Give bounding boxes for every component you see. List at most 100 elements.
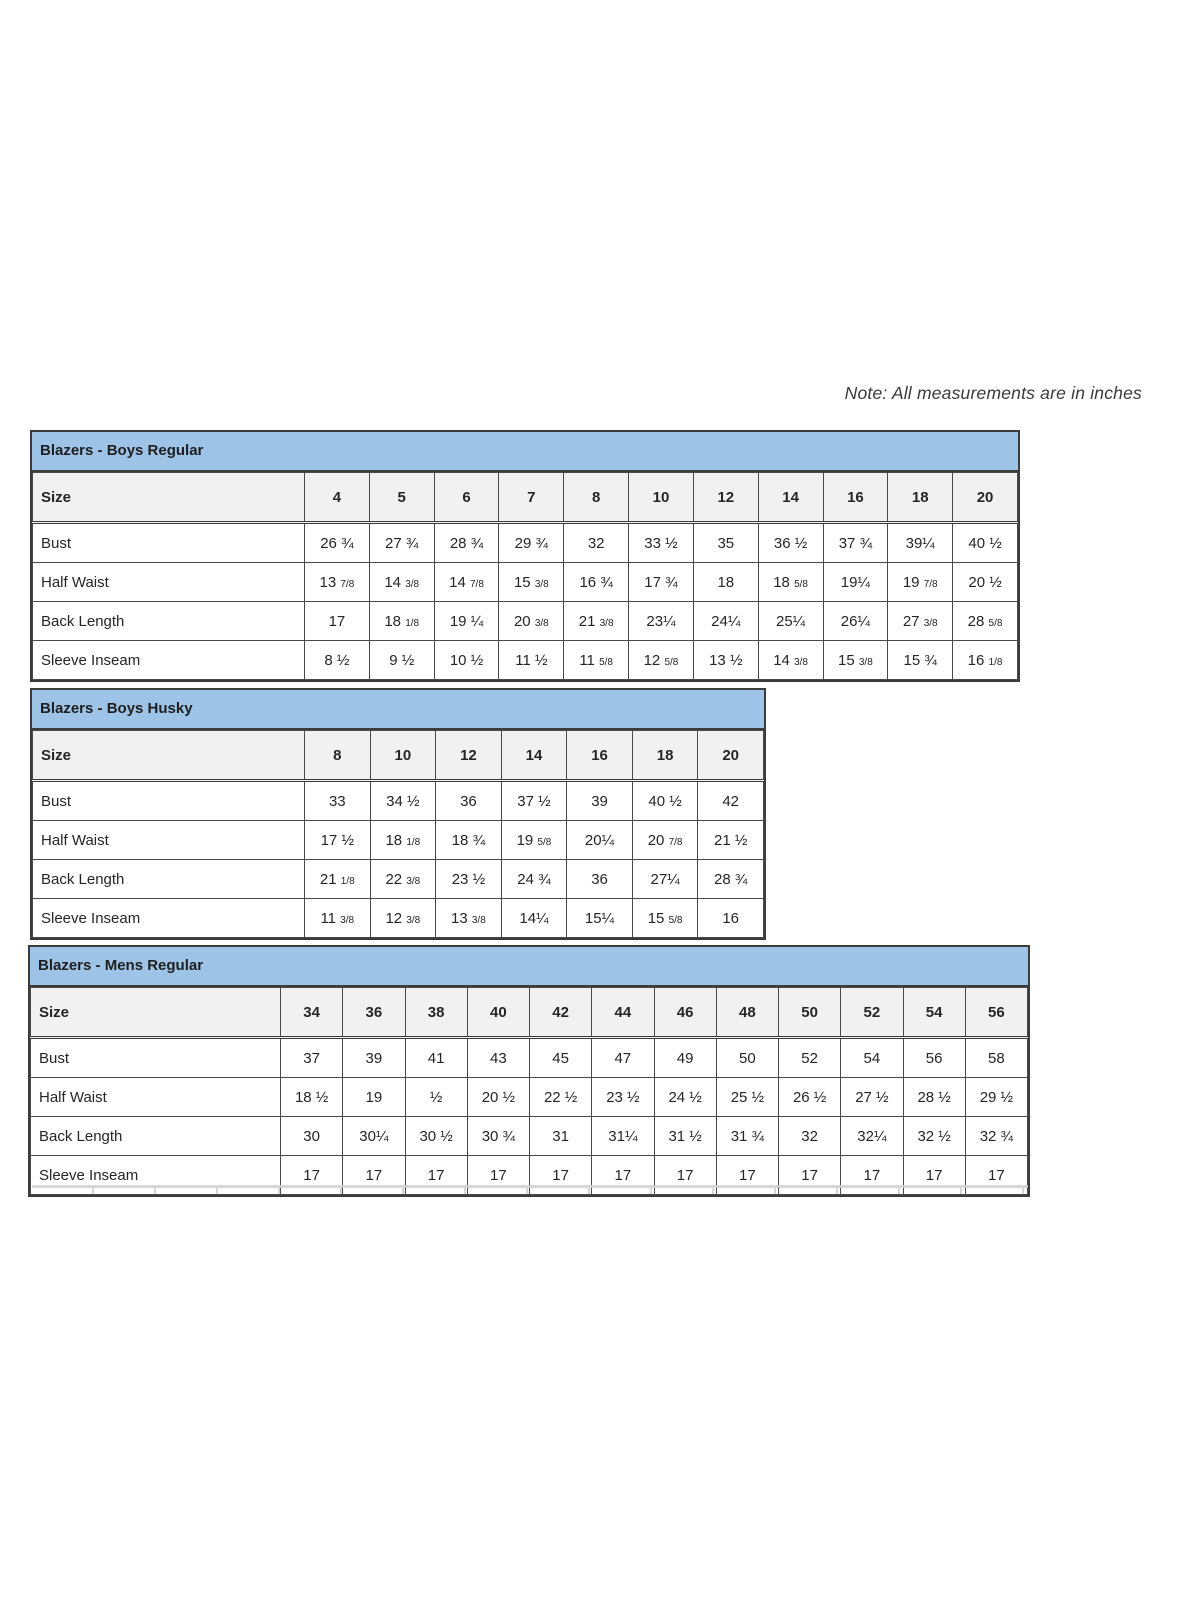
size-header-row: Size 8 10 12 14 16 18 20 [32, 730, 764, 782]
value-cell: 9 ½ [368, 640, 435, 680]
value-cell: 16 [697, 898, 764, 938]
value-cell: 31¼ [591, 1116, 655, 1156]
value-cell: 37 ¾ [822, 522, 889, 563]
row-label: Bust [32, 522, 305, 563]
value-cell: 36 ½ [757, 522, 824, 563]
value-cell: 20 ½ [952, 562, 1018, 602]
value-cell: 8 ½ [304, 640, 370, 680]
value-cell: 20 ½ [466, 1077, 531, 1117]
row-label: Bust [32, 780, 305, 821]
value-cell: 15 3/8 [822, 640, 889, 680]
value-cell: 21 1/8 [304, 859, 371, 899]
size-header-cell: 38 [404, 987, 468, 1039]
value-cell: 30¼ [342, 1116, 406, 1156]
value-cell: 54 [840, 1037, 904, 1078]
value-cell: 11 5/8 [563, 640, 630, 680]
value-cell: 20¼ [566, 820, 633, 860]
table-title: Blazers - Mens Regular [38, 957, 204, 974]
size-header-cell: 20 [952, 472, 1018, 524]
size-header-row: Size 4 5 6 7 8 10 12 14 16 18 20 [32, 472, 1018, 524]
measurement-row: Bust 33 34 ½ 36 37 ½ 39 40 ½ 42 [32, 780, 764, 821]
value-cell: 43 [466, 1037, 531, 1078]
value-cell: 28 ¾ [433, 522, 500, 563]
value-cell: 34 ½ [369, 780, 437, 821]
value-cell: 19 5/8 [500, 820, 568, 860]
value-cell: 18 [692, 562, 759, 602]
value-cell: 40 ½ [631, 780, 699, 821]
value-cell: 32 [777, 1116, 842, 1156]
size-header-cell: 6 [433, 472, 500, 524]
value-cell: 14 3/8 [757, 640, 824, 680]
size-header-cell: 12 [435, 730, 502, 782]
value-cell: 26 ¾ [304, 522, 370, 563]
measurement-row: Half Waist 18 ½ 19 ½ 20 ½ 22 ½ 23 ½ 24 ½ 25 ½ 26 … [30, 1077, 1029, 1117]
size-header-cell: 7 [498, 472, 565, 524]
size-row-label: Size [32, 472, 305, 524]
value-cell: 31 ½ [653, 1116, 717, 1156]
value-cell: 36 [435, 780, 502, 821]
value-cell: 17 ½ [304, 820, 371, 860]
value-cell: 42 [697, 780, 764, 821]
value-cell: 13 ½ [692, 640, 759, 680]
measurement-row: Bust 37 39 41 43 45 47 49 50 52 54 56 58 [30, 1037, 1029, 1078]
size-header-cell: 42 [528, 987, 593, 1039]
value-cell: 30 [279, 1116, 344, 1156]
size-row-label: Size [32, 730, 305, 782]
size-header-cell: 8 [304, 730, 371, 782]
value-cell: 27 ¾ [368, 522, 435, 563]
value-cell: 22 3/8 [369, 859, 437, 899]
size-header-cell: 10 [628, 472, 694, 524]
value-cell: 47 [591, 1037, 655, 1078]
size-header-cell: 36 [342, 987, 406, 1039]
value-cell: 29 ½ [964, 1077, 1029, 1117]
value-cell: 32 ½ [902, 1116, 966, 1156]
value-cell: 13 3/8 [435, 898, 502, 938]
value-cell: 19¼ [822, 562, 889, 602]
value-cell: 28 5/8 [952, 601, 1018, 641]
row-label: Back Length [32, 601, 305, 641]
value-cell: 13 7/8 [304, 562, 370, 602]
size-header-cell: 8 [563, 472, 630, 524]
value-cell: 16 ¾ [563, 562, 630, 602]
value-cell: 58 [964, 1037, 1029, 1078]
size-header-cell: 52 [840, 987, 904, 1039]
size-chart-boys-regular: Blazers - Boys Regular Size 4 5 6 7 8 10 12 14 16… [30, 430, 1020, 682]
size-header-cell: 46 [653, 987, 717, 1039]
size-header-cell: 56 [964, 987, 1029, 1039]
row-label: Bust [30, 1037, 281, 1078]
value-cell: 14 7/8 [433, 562, 500, 602]
value-cell: 19 7/8 [887, 562, 954, 602]
size-chart-table: Size 4 5 6 7 8 10 12 14 16 18 20 Bust 26 ¾ 27 ¾ 28 ¾ 29 … [32, 472, 1018, 680]
value-cell: 20 3/8 [498, 601, 565, 641]
size-header-cell: 14 [500, 730, 568, 782]
value-cell: 18 1/8 [368, 601, 435, 641]
size-header-cell: 20 [697, 730, 764, 782]
size-header-cell: 12 [692, 472, 759, 524]
value-cell: 19 ¼ [433, 601, 500, 641]
value-cell: 23¼ [628, 601, 694, 641]
size-header-cell: 16 [822, 472, 889, 524]
value-cell: 32 [563, 522, 630, 563]
table-title-bar: Blazers - Mens Regular [30, 947, 1028, 987]
value-cell: 11 ½ [498, 640, 565, 680]
value-cell: 11 3/8 [304, 898, 371, 938]
size-chart-table: Size 34 36 38 40 42 44 46 48 50 52 54 56 Bust 37 39 41 43… [30, 987, 1029, 1195]
measurement-row: Bust 26 ¾ 27 ¾ 28 ¾ 29 ¾ 32 33 ½ 35 36 ½ 37 ¾ 39¼ 4… [32, 522, 1018, 563]
value-cell: 39 [566, 780, 633, 821]
size-header-cell: 50 [777, 987, 842, 1039]
measurements-note: Note: All measurements are in inches [844, 383, 1142, 403]
size-header-cell: 10 [369, 730, 437, 782]
value-cell: 18 1/8 [369, 820, 437, 860]
value-cell: 23 ½ [591, 1077, 655, 1117]
size-header-row: Size 34 36 38 40 42 44 46 48 50 52 54 56 [30, 987, 1029, 1039]
value-cell: 16 1/8 [952, 640, 1018, 680]
row-label: Back Length [32, 859, 305, 899]
value-cell: 30 ½ [404, 1116, 468, 1156]
value-cell: 21 ½ [697, 820, 764, 860]
value-cell: 31 [528, 1116, 593, 1156]
value-cell: 39 [342, 1037, 406, 1078]
value-cell: 25 ½ [715, 1077, 780, 1117]
